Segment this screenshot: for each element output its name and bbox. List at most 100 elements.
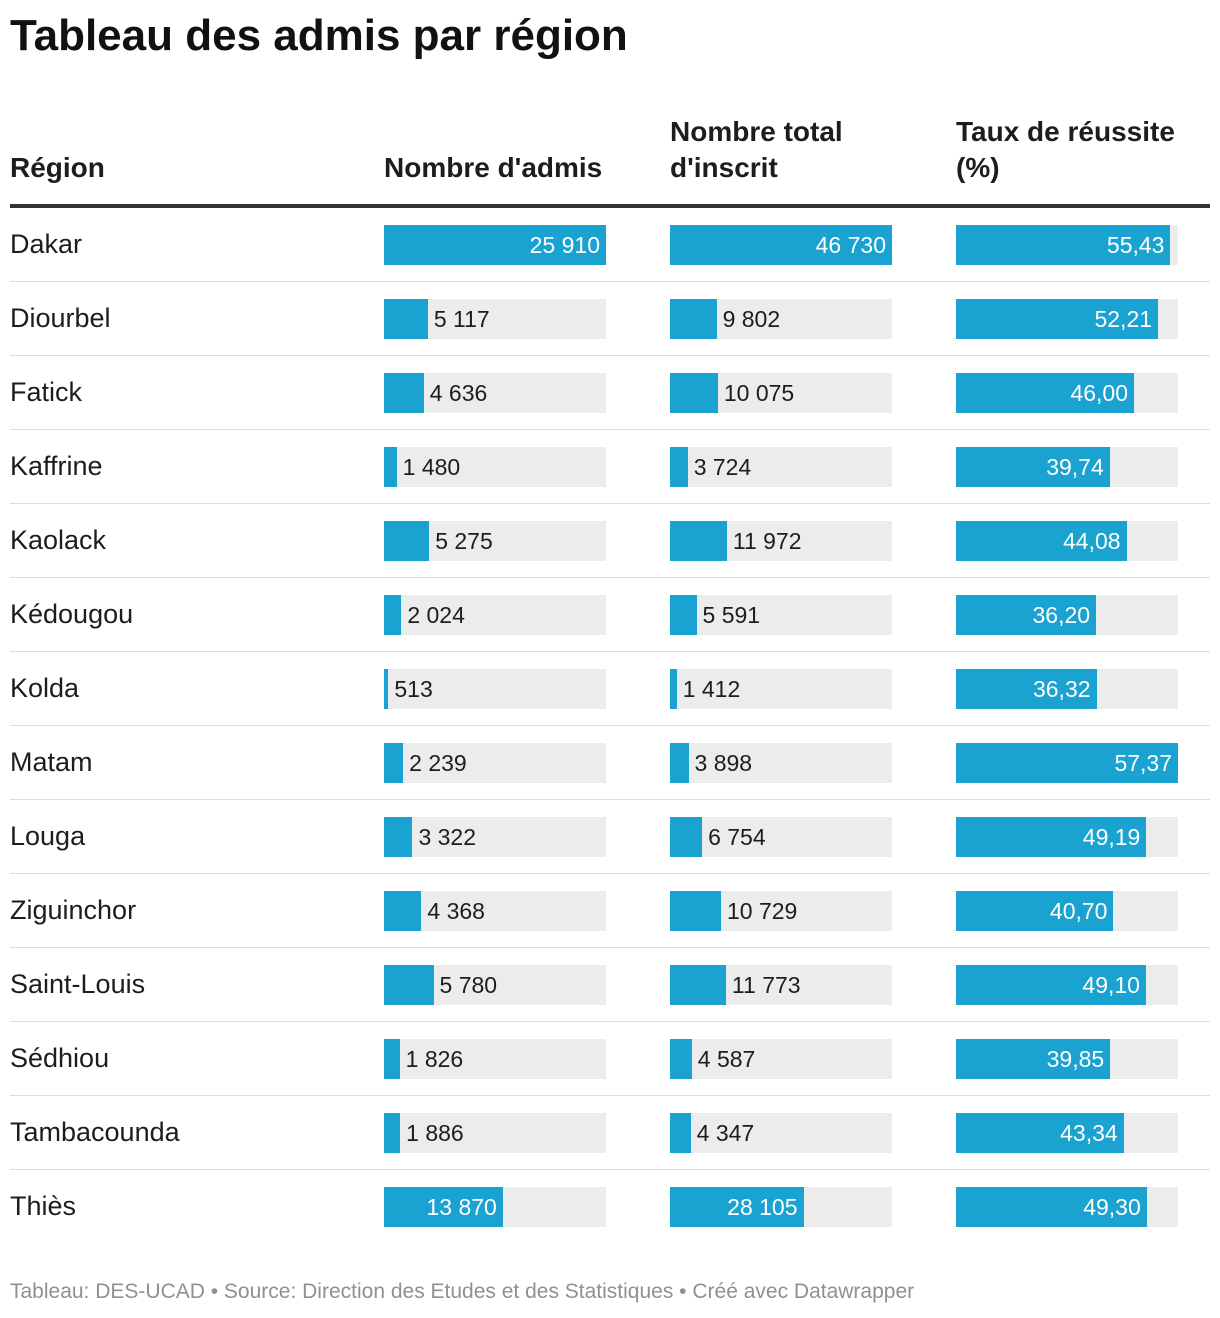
results-table: Région Nombre d'admis Nombre total d'ins… bbox=[10, 110, 1210, 1243]
bar-inscrits[interactable] bbox=[670, 373, 718, 413]
region-name: Kaffrine bbox=[10, 451, 103, 481]
bar-track-taux: 40,70 bbox=[956, 891, 1178, 931]
bar-inscrits[interactable] bbox=[670, 891, 721, 931]
chart-title: Tableau des admis par région bbox=[10, 11, 628, 60]
bar-taux[interactable] bbox=[956, 817, 1147, 857]
bar-inscrits[interactable] bbox=[670, 225, 892, 265]
bar-label-inscrits: 3 898 bbox=[694, 750, 753, 776]
bar-track-taux: 39,74 bbox=[956, 447, 1178, 487]
bar-admis[interactable] bbox=[384, 299, 428, 339]
bar-track-inscrits: 46 730 bbox=[670, 225, 892, 265]
bar-label-taux: 55,43 bbox=[1106, 232, 1165, 258]
bar-inscrits[interactable] bbox=[670, 817, 703, 857]
bar-track-admis: 2 024 bbox=[384, 595, 606, 635]
bar-admis[interactable] bbox=[384, 1113, 401, 1153]
column-header-inscrits[interactable]: Nombre total d'inscrit bbox=[670, 116, 843, 183]
bar-label-inscrits: 5 591 bbox=[702, 602, 761, 628]
bar-track-inscrits: 3 898 bbox=[670, 743, 892, 783]
bar-track-admis: 5 117 bbox=[384, 299, 606, 339]
bar-taux[interactable] bbox=[956, 1187, 1147, 1227]
bar-label-taux: 36,32 bbox=[1032, 676, 1091, 702]
table-row: Fatick 4 636 10 075 46,00 bbox=[10, 356, 1210, 430]
bar-label-admis: 5 780 bbox=[439, 972, 498, 998]
bar-track-admis: 1 480 bbox=[384, 447, 606, 487]
table-row: Diourbel 5 117 9 802 52,21 bbox=[10, 282, 1210, 356]
bar-track-taux: 49,30 bbox=[956, 1187, 1178, 1227]
bar-label-inscrits: 10 729 bbox=[726, 898, 798, 924]
bar-taux[interactable] bbox=[956, 743, 1178, 783]
bar-track-taux: 36,32 bbox=[956, 669, 1178, 709]
bar-label-admis: 1 480 bbox=[402, 454, 461, 480]
bar-admis[interactable] bbox=[384, 595, 402, 635]
bar-label-inscrits: 6 754 bbox=[708, 824, 766, 850]
bar-admis[interactable] bbox=[384, 1187, 503, 1227]
bar-taux[interactable] bbox=[956, 669, 1097, 709]
bar-admis[interactable] bbox=[384, 669, 389, 709]
bar-admis[interactable] bbox=[384, 447, 397, 487]
bar-inscrits[interactable] bbox=[670, 595, 697, 635]
region-name: Tambacounda bbox=[10, 1117, 180, 1147]
bar-taux[interactable] bbox=[956, 447, 1110, 487]
bar-taux[interactable] bbox=[956, 1113, 1124, 1153]
bar-taux[interactable] bbox=[956, 595, 1097, 635]
bar-track-inscrits: 10 075 bbox=[670, 373, 892, 413]
column-header-admis[interactable]: Nombre d'admis bbox=[384, 152, 603, 183]
bar-track-admis: 513 bbox=[384, 669, 606, 709]
region-name: Fatick bbox=[10, 377, 83, 407]
bar-track-admis: 1 826 bbox=[384, 1039, 606, 1079]
table-row: Kaffrine 1 480 3 724 39,74 bbox=[10, 430, 1210, 504]
bar-label-taux: 57,37 bbox=[1114, 750, 1172, 776]
bar-taux[interactable] bbox=[956, 299, 1159, 339]
column-header-region[interactable]: Région bbox=[10, 152, 105, 183]
bar-track-admis: 1 886 bbox=[384, 1113, 606, 1153]
column-header-taux[interactable]: Taux de réussite (%) bbox=[956, 116, 1175, 183]
bar-admis[interactable] bbox=[384, 1039, 400, 1079]
bar-label-inscrits: 46 730 bbox=[815, 232, 886, 258]
bar-label-taux: 49,19 bbox=[1082, 824, 1141, 850]
bar-track-admis: 2 239 bbox=[384, 743, 606, 783]
bar-label-taux: 39,74 bbox=[1046, 454, 1104, 480]
bar-admis[interactable] bbox=[384, 891, 422, 931]
table-row: Ziguinchor 4 368 10 729 40,70 bbox=[10, 874, 1210, 948]
bar-track-taux: 49,10 bbox=[956, 965, 1178, 1005]
bar-inscrits[interactable] bbox=[670, 521, 727, 561]
bar-admis[interactable] bbox=[384, 817, 413, 857]
bar-track-admis: 5 780 bbox=[384, 965, 606, 1005]
bar-taux[interactable] bbox=[956, 521, 1127, 561]
region-name: Ziguinchor bbox=[10, 895, 137, 925]
bar-inscrits[interactable] bbox=[670, 1113, 691, 1153]
bar-admis[interactable] bbox=[384, 373, 424, 413]
bar-taux[interactable] bbox=[956, 225, 1171, 265]
bar-inscrits[interactable] bbox=[670, 447, 688, 487]
region-name: Matam bbox=[10, 747, 93, 777]
bar-inscrits[interactable] bbox=[670, 1039, 692, 1079]
bar-taux[interactable] bbox=[956, 1039, 1111, 1079]
bar-label-inscrits: 11 972 bbox=[732, 528, 802, 554]
bar-inscrits[interactable] bbox=[670, 743, 689, 783]
bar-admis[interactable] bbox=[384, 965, 434, 1005]
bar-taux[interactable] bbox=[956, 891, 1114, 931]
bar-label-admis: 2 024 bbox=[407, 602, 465, 628]
bar-label-taux: 52,21 bbox=[1094, 306, 1153, 332]
bar-inscrits[interactable] bbox=[670, 669, 677, 709]
table-row: Matam 2 239 3 898 57,37 bbox=[10, 726, 1210, 800]
bar-track-admis: 4 636 bbox=[384, 373, 606, 413]
bar-label-taux: 39,85 bbox=[1046, 1046, 1105, 1072]
bar-admis[interactable] bbox=[384, 225, 606, 265]
bar-admis[interactable] bbox=[384, 743, 404, 783]
bar-label-admis: 513 bbox=[394, 676, 433, 702]
bar-taux[interactable] bbox=[956, 965, 1146, 1005]
region-name: Kolda bbox=[10, 673, 80, 703]
bar-label-admis: 3 322 bbox=[418, 824, 477, 850]
bar-taux[interactable] bbox=[956, 373, 1134, 413]
bar-inscrits[interactable] bbox=[670, 1187, 804, 1227]
bar-inscrits[interactable] bbox=[670, 299, 717, 339]
bar-track-taux: 52,21 bbox=[956, 299, 1178, 339]
bar-label-inscrits: 4 347 bbox=[696, 1120, 755, 1146]
bar-label-admis: 1 886 bbox=[406, 1120, 464, 1146]
bar-track-admis: 25 910 bbox=[384, 225, 606, 265]
bar-track-taux: 46,00 bbox=[956, 373, 1178, 413]
bar-admis[interactable] bbox=[384, 521, 430, 561]
bar-label-inscrits: 3 724 bbox=[693, 454, 752, 480]
bar-inscrits[interactable] bbox=[670, 965, 726, 1005]
